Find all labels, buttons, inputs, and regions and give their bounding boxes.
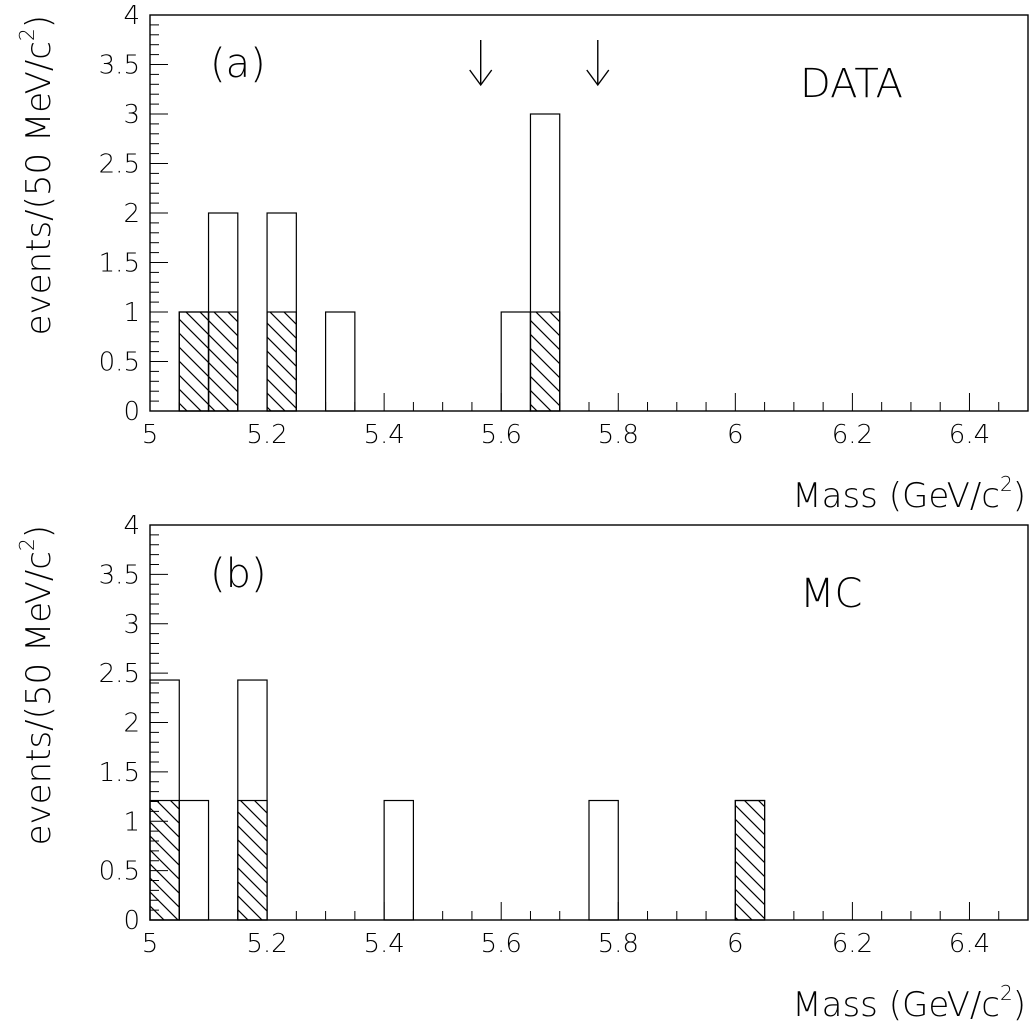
sample-label: DATA	[800, 61, 903, 107]
x-axis-title-sup: 2	[1000, 472, 1013, 496]
bar-open-0-3	[325, 311, 356, 412]
y-tick-label: 3.5	[99, 560, 140, 590]
y-tick-label: 2	[123, 199, 140, 229]
y-tick-label: 0.5	[99, 857, 140, 887]
x-tick-label: 5	[142, 929, 159, 959]
panel-label: (b)	[210, 551, 267, 597]
bar-open-1-1	[178, 799, 210, 921]
y-axis-title-main: events/(50 MeV/c	[19, 551, 59, 845]
x-tick-label: 5.2	[246, 929, 287, 959]
bar-hatched-0-2	[266, 311, 297, 412]
x-axis-title: Mass (GeV/c2)	[792, 981, 1026, 1025]
x-tick-label: 6.4	[949, 929, 990, 959]
x-axis-title-main: Mass (GeV/c	[792, 476, 1000, 516]
panel-a: 5 5.2 5.4 5.6 5.8 6 6.2 6.4 0 0.5 1 1.5 2 2.5 3 3.5 4 (a)…	[15, 1, 1029, 516]
arrow-head	[586, 69, 610, 87]
y-tick-label: 2.5	[99, 659, 140, 689]
x-tick-label: 6.2	[832, 420, 873, 450]
bar-open-0-4	[500, 311, 532, 412]
bar-hatched-0-3	[529, 311, 561, 412]
x-tick-label: 5.6	[481, 929, 522, 959]
x-axis-title: Mass (GeV/c2)	[792, 472, 1026, 516]
x-axis-title-main: Mass (GeV/c	[792, 985, 1000, 1025]
y-axis-title: events/(50 MeV/c2)	[15, 525, 59, 845]
y-tick-label: 4	[123, 511, 140, 541]
y-tick-label: 0	[123, 906, 140, 936]
bar-open-1-3	[383, 799, 414, 921]
y-tick-label: 2.5	[99, 150, 140, 180]
bar-hatched-0-1	[207, 311, 239, 412]
down-arrow-icon	[586, 40, 610, 87]
y-tick-label: 3	[123, 610, 140, 640]
x-tick-label: 5.8	[598, 929, 639, 959]
x-tick-label: 5.4	[363, 420, 404, 450]
x-tick-label: 6.2	[832, 929, 873, 959]
y-axis-title-close: )	[19, 15, 59, 28]
bar-hatched-1-1	[237, 799, 268, 921]
x-tick-label: 5.2	[246, 420, 287, 450]
sample-label: MC	[800, 571, 862, 617]
x-tick-label: 6	[727, 420, 744, 450]
x-tick-label: 5.4	[363, 929, 404, 959]
x-tick-label: 5.8	[598, 420, 639, 450]
y-axis-title-main: events/(50 MeV/c	[19, 41, 59, 335]
y-tick-label: 1.5	[99, 758, 140, 788]
y-tick-label: 1	[123, 298, 140, 328]
panel-label: (a)	[210, 41, 266, 87]
y-tick-label: 3	[123, 100, 140, 130]
y-tick-label: 0.5	[99, 348, 140, 378]
y-tick-label: 1	[123, 807, 140, 837]
x-tick-label: 5.6	[481, 420, 522, 450]
x-tick-label: 6.4	[949, 420, 990, 450]
y-tick-label: 4	[123, 1, 140, 31]
y-tick-label: 0	[123, 397, 140, 427]
y-tick-label: 2	[123, 709, 140, 739]
x-axis-title-sup: 2	[1000, 981, 1013, 1005]
x-tick-label: 6	[727, 929, 744, 959]
y-axis-title-close: )	[19, 525, 59, 538]
y-axis-title-sup: 2	[15, 28, 39, 41]
x-axis-title-close: )	[1013, 476, 1026, 516]
y-tick-label: 1.5	[99, 249, 140, 279]
x-axis-title-close: )	[1013, 985, 1026, 1025]
y-tick-label: 3.5	[99, 51, 140, 81]
bar-hatched-1-2	[734, 799, 766, 921]
bar-open-1-4	[588, 799, 619, 921]
y-axis-title-sup: 2	[15, 538, 39, 551]
x-tick-label: 5	[142, 420, 159, 450]
panel-b: 5 5.2 5.4 5.6 5.8 6 6.2 6.4 0 0.5 1 1.5 2 2.5 3 3.5 4 (b)…	[15, 511, 1029, 1025]
down-arrow-icon	[469, 40, 493, 87]
bar-hatched-0-0	[178, 311, 210, 412]
y-axis-title: events/(50 MeV/c2)	[15, 15, 59, 335]
arrow-head	[469, 69, 493, 87]
